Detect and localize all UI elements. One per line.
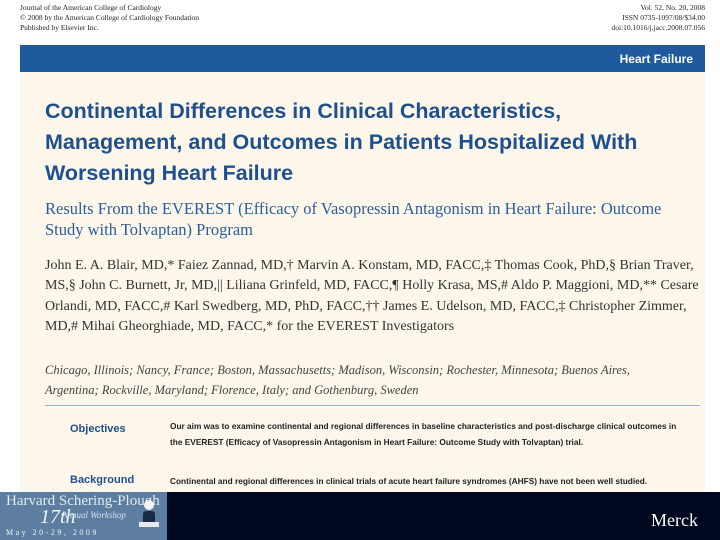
background-text: Continental and regional differences in …: [170, 476, 648, 486]
article-title: Continental Differences in Clinical Char…: [45, 99, 638, 185]
publisher-line: Published by Elsevier Inc.: [20, 23, 99, 32]
author-list: John E. A. Blair, MD,* Faiez Zannad, MD,…: [45, 258, 699, 334]
journal-citation-right: Vol. 52, No. 20, 2008 ISSN 0735-1097/08/…: [611, 3, 705, 33]
figure-icon: [139, 500, 159, 527]
logo-subtitle: Annual Workshop: [62, 510, 126, 520]
journal-header: Journal of the American College of Cardi…: [20, 3, 705, 41]
divider: [45, 405, 700, 406]
objectives-text: Our aim was to examine continental and r…: [170, 421, 677, 447]
article-content: Continental Differences in Clinical Char…: [20, 72, 705, 492]
background-heading: Background: [70, 474, 135, 486]
section-label: Heart Failure: [619, 52, 693, 66]
journal-citation-left: Journal of the American College of Cardi…: [20, 3, 199, 33]
section-bar: Heart Failure: [20, 45, 705, 72]
article-subtitle: Results From the EVEREST (Efficacy of Va…: [45, 199, 662, 239]
volume-line: Vol. 52, No. 20, 2008: [640, 3, 705, 12]
logo-title: Harvard Schering-Plough: [6, 493, 160, 509]
journal-name: Journal of the American College of Cardi…: [20, 3, 162, 12]
company-name: Merck: [651, 510, 698, 530]
workshop-logo: Harvard Schering-Plough 17th Annual Work…: [0, 492, 167, 540]
logo-ordinal: 17th: [40, 506, 76, 528]
logo-dates: May 20-29, 2009: [6, 528, 99, 537]
affiliations: Chicago, Illinois; Nancy, France; Boston…: [45, 363, 630, 397]
issn-line: ISSN 0735-1097/08/$34.00: [622, 13, 705, 22]
objectives-heading: Objectives: [70, 423, 126, 435]
copyright-line: © 2008 by the American College of Cardio…: [20, 13, 200, 22]
doi-line: doi:10.1016/j.jacc.2008.07.056: [611, 23, 705, 32]
